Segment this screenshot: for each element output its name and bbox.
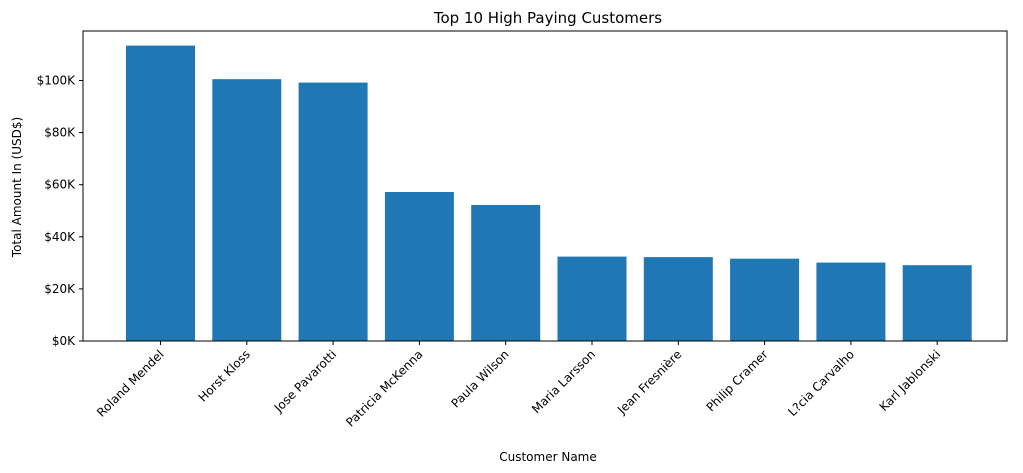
bar — [471, 205, 541, 341]
plot-frame — [82, 30, 1008, 342]
bar — [557, 256, 627, 341]
y-axis: $0K $20K $40K $60K $80K $100K — [37, 73, 83, 348]
y-axis-label: Total Amount In (USD$) — [10, 117, 24, 258]
bar — [384, 191, 454, 341]
x-axis: Roland Mendel Horst Kloss Jose Pavarotti Pa… — [94, 341, 943, 429]
x-tick-label: Horst Kloss — [196, 347, 253, 404]
x-tick-label: Jose Pavarotti — [271, 347, 339, 415]
y-tick-label: $20K — [44, 282, 76, 296]
bar — [126, 45, 195, 342]
bar — [298, 82, 368, 341]
y-tick-label: $0K — [52, 334, 76, 348]
x-tick-label: Karl Jablonski — [877, 347, 944, 414]
x-tick-label: Roland Mendel — [94, 347, 167, 420]
x-tick-label: Paula Wilson — [448, 347, 511, 410]
y-tick-label: $100K — [37, 73, 77, 87]
bar — [730, 258, 800, 341]
y-tick-label: $80K — [44, 126, 76, 140]
x-tick-label: Philip Cramer — [704, 347, 771, 414]
bar — [643, 257, 713, 341]
y-tick-label: $60K — [44, 178, 76, 192]
bars — [126, 45, 972, 342]
x-tick-label: L?cia Carvalho — [785, 347, 857, 419]
chart-title: Top 10 High Paying Customers — [433, 9, 662, 27]
x-axis-label: Customer Name — [499, 450, 597, 464]
bar — [902, 265, 972, 341]
bar — [212, 79, 282, 341]
x-tick-label: Jean Fresnière — [614, 347, 684, 417]
x-tick-label: Patricia McKenna — [343, 347, 425, 429]
bar — [816, 262, 886, 341]
x-tick-label: Maria Larsson — [529, 347, 598, 416]
y-tick-label: $40K — [44, 230, 76, 244]
